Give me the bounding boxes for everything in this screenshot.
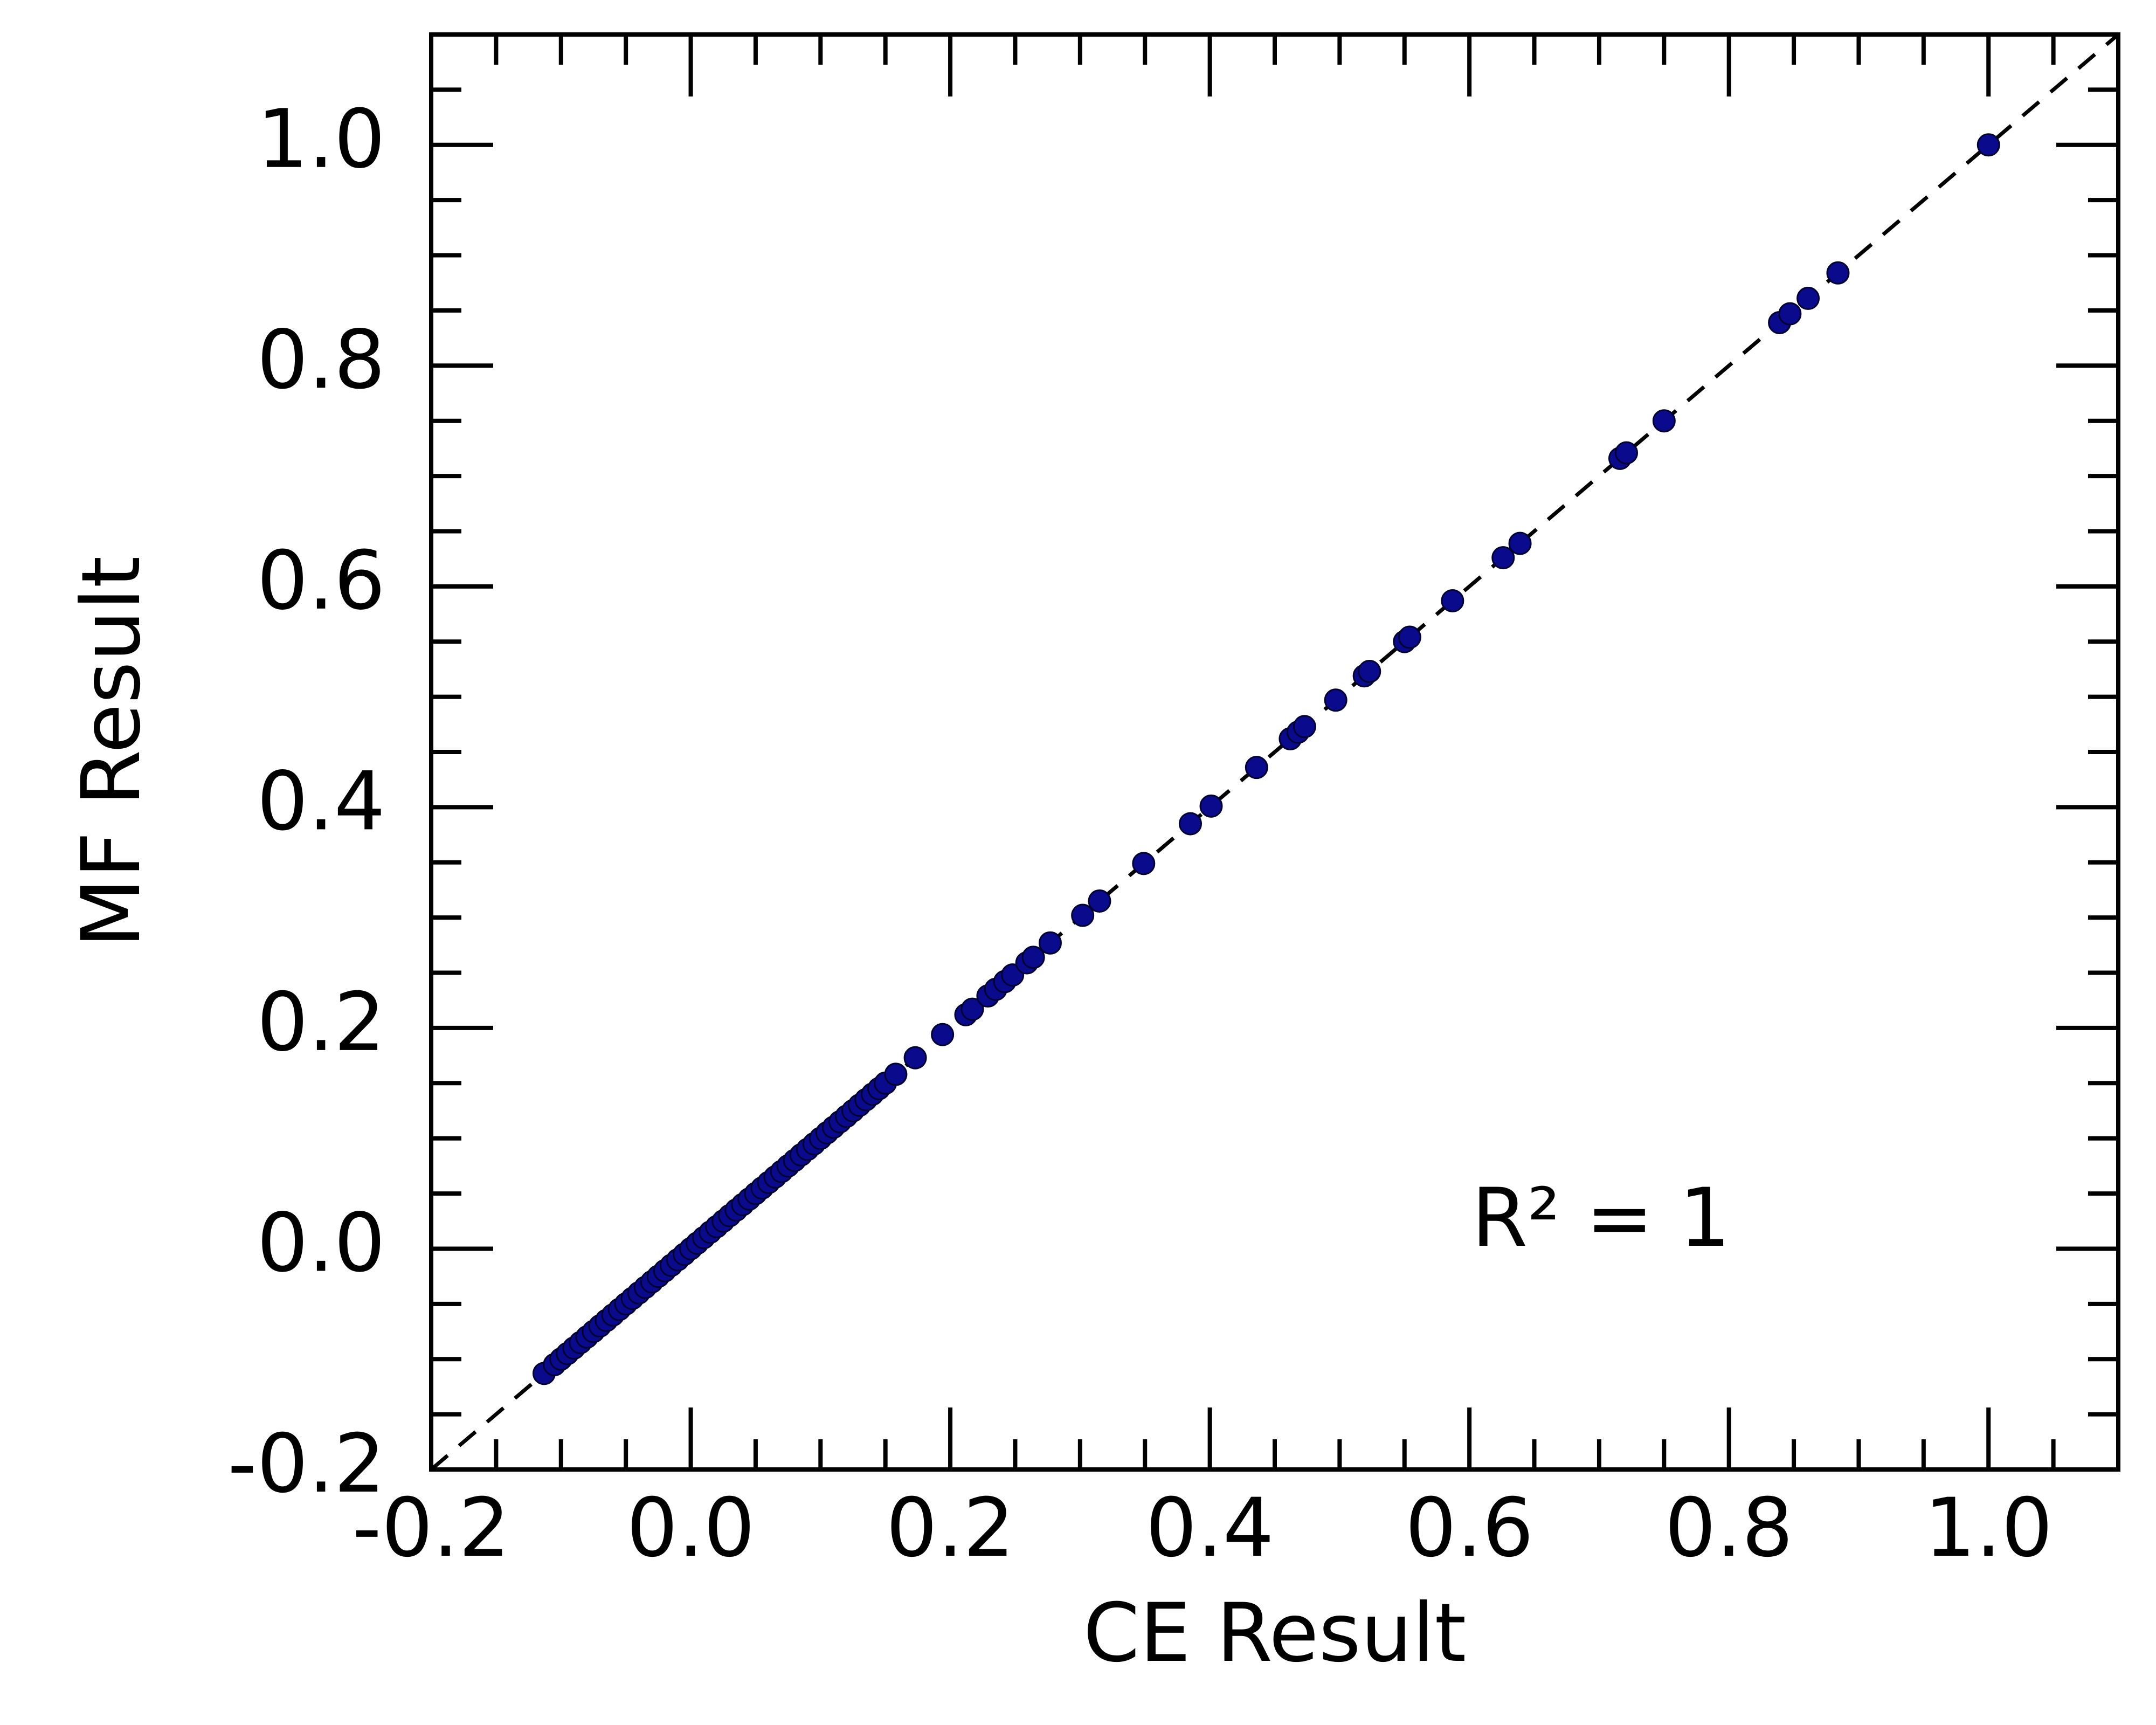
point: [1293, 715, 1316, 739]
x-axis-label: CE Result: [1083, 1586, 1467, 1680]
point: [1796, 286, 1820, 310]
point: [1441, 589, 1464, 612]
y-tick-label: 0.8: [257, 313, 385, 407]
point: [1324, 688, 1348, 712]
point: [1132, 852, 1156, 875]
x-tick-label: 0.2: [886, 1481, 1015, 1575]
x-tick-label: 1.0: [1924, 1481, 2053, 1575]
y-axis-label: MF Result: [65, 556, 158, 948]
point: [1021, 946, 1045, 969]
point: [1245, 756, 1268, 779]
x-tick-label: 0.4: [1145, 1481, 1274, 1575]
plot-frame: [429, 32, 2120, 1472]
x-tick-label: 0.0: [626, 1481, 755, 1575]
point: [1652, 409, 1676, 433]
point: [1614, 441, 1638, 465]
point: [1826, 261, 1850, 285]
y-tick-label: 1.0: [257, 93, 385, 187]
annotation: R² = 1: [1471, 1171, 1731, 1265]
point: [884, 1062, 908, 1086]
point: [1398, 625, 1421, 649]
x-tick-label: 0.6: [1405, 1481, 1534, 1575]
point: [1071, 903, 1095, 927]
point: [1491, 546, 1515, 570]
point: [1088, 889, 1111, 913]
y-tick-label: 0.6: [257, 534, 385, 628]
point: [1199, 794, 1223, 818]
x-tick-label: -0.2: [353, 1481, 510, 1575]
point: [931, 1023, 955, 1046]
point: [1778, 302, 1802, 326]
y-tick-label: 0.0: [257, 1196, 385, 1290]
point: [1977, 133, 2000, 157]
point: [1038, 931, 1062, 955]
x-tick-label: 0.8: [1664, 1481, 1793, 1575]
point: [1358, 660, 1381, 684]
point: [1508, 532, 1532, 555]
point: [903, 1046, 927, 1070]
point: [960, 997, 984, 1021]
y-tick-label: 0.4: [257, 755, 385, 848]
y-tick-label: 0.2: [257, 976, 385, 1070]
point: [1179, 812, 1202, 836]
y-tick-label: -0.2: [227, 1417, 385, 1511]
